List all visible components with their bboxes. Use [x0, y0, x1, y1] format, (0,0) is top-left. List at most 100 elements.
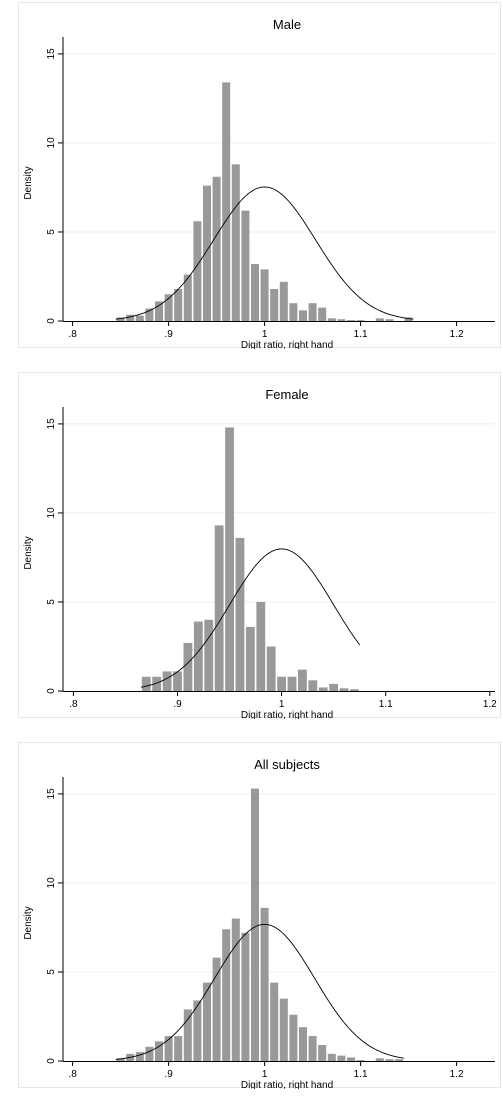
histogram-bar: [183, 1009, 192, 1061]
histogram-bar: [135, 315, 144, 321]
histogram-bar: [279, 998, 288, 1061]
x-tick-label: 1.1: [354, 1069, 368, 1080]
histogram-bar: [277, 676, 287, 691]
histogram-bar: [251, 264, 259, 321]
male-histogram-panel: Male 0 5 10 15 .8 .9 1 1.1 1.2 Density Digit ratio,…: [18, 2, 501, 349]
all-subjects-histogram-panel: All subjects 0 5 10 15 .8 .9 1 1.1 1.2 Density Digi…: [18, 742, 501, 1089]
histogram-bar: [225, 427, 234, 691]
histogram-bar: [375, 318, 384, 321]
histogram-bar: [256, 601, 266, 691]
histogram-bar: [193, 221, 202, 321]
histogram-bar: [299, 1027, 307, 1061]
histogram-svg: All subjects 0 5 10 15 .8 .9 1 1.1 1.2 Density Digi…: [23, 757, 495, 1089]
y-tick-label: 15: [46, 418, 57, 430]
histogram-bar: [235, 537, 245, 691]
histogram-bar: [356, 1060, 365, 1061]
histogram-bar: [135, 1052, 144, 1061]
chart-title: Male: [273, 17, 301, 32]
histogram-bar: [318, 307, 327, 321]
y-tick-label: 10: [46, 507, 57, 519]
histogram-bar: [231, 164, 240, 321]
histogram-bar: [385, 1059, 394, 1061]
histogram-bar: [164, 294, 173, 321]
histogram-bar: [375, 1058, 384, 1061]
histogram-bar: [347, 320, 355, 321]
x-tick-label: 1: [262, 1069, 268, 1080]
histogram-bar: [327, 1053, 336, 1061]
y-axis-label: Density: [23, 536, 34, 569]
x-axis-label: Digit ratio, right hand: [241, 710, 333, 719]
histogram-bar: [337, 319, 346, 321]
histogram-svg: Female 0 5 10 15 .8 .9 1 1.1 1.2 Density Digit rati…: [23, 387, 497, 719]
chart-title: Female: [265, 387, 308, 402]
histogram-bar: [289, 303, 298, 321]
histogram-bar: [241, 932, 250, 1061]
histogram-bar: [318, 687, 328, 691]
histogram-bar: [318, 1044, 327, 1061]
histogram-bar: [308, 680, 318, 691]
normal-density-curve: [115, 923, 404, 1060]
y-tick-label: 15: [46, 788, 57, 800]
histogram-bar: [329, 683, 339, 691]
histogram-bar: [126, 314, 135, 321]
y-tick-label: 0: [46, 318, 57, 324]
histogram-bar: [141, 676, 151, 691]
histogram-bar: [183, 642, 193, 691]
x-tick-label: 1.2: [483, 699, 497, 710]
normal-density-curve: [140, 548, 361, 688]
chart-title: All subjects: [254, 757, 320, 772]
histogram-bar: [337, 1055, 346, 1061]
histogram-bar: [289, 1014, 298, 1061]
normal-density-curve: [115, 186, 414, 320]
histogram-bar: [204, 619, 214, 691]
y-tick-label: 5: [46, 599, 57, 605]
histogram-bar: [327, 318, 336, 321]
histogram-bar: [212, 957, 221, 1061]
y-tick-label: 0: [46, 688, 57, 694]
histogram-bar: [270, 288, 279, 321]
histogram-bar: [350, 689, 359, 691]
y-axis-label: Density: [23, 906, 34, 939]
histogram-bar: [279, 281, 288, 321]
histogram-bar: [385, 319, 394, 321]
y-tick-label: 10: [46, 877, 57, 889]
histogram-bar: [212, 176, 221, 321]
histogram-bar: [162, 671, 172, 691]
histogram-bar: [251, 788, 259, 1061]
histogram-bar: [356, 320, 365, 321]
histogram-svg: Male 0 5 10 15 .8 .9 1 1.1 1.2 Density Digit ratio,…: [23, 17, 495, 349]
x-tick-label: 1.2: [450, 1069, 464, 1080]
histogram-bar: [214, 525, 224, 691]
x-tick-label: .9: [164, 329, 173, 340]
y-tick-label: 5: [46, 969, 57, 975]
histogram-bar: [339, 688, 349, 691]
histogram-bar: [152, 676, 162, 691]
x-tick-label: 1.1: [379, 699, 393, 710]
histogram-bar: [173, 671, 182, 691]
female-histogram-panel: Female 0 5 10 15 .8 .9 1 1.1 1.2 Density Digit rati…: [18, 372, 501, 719]
histogram-bar: [193, 1000, 202, 1061]
y-tick-label: 0: [46, 1058, 57, 1064]
histogram-bar: [260, 269, 269, 321]
histogram-bar: [155, 301, 163, 321]
x-tick-label: .8: [69, 699, 78, 710]
x-tick-label: .9: [164, 1069, 173, 1080]
x-tick-label: .8: [68, 1069, 77, 1080]
histogram-bar: [241, 210, 250, 321]
histogram-bar: [183, 274, 192, 321]
x-tick-label: 1: [262, 329, 268, 340]
histogram-bar: [203, 185, 211, 321]
histogram-bar: [155, 1041, 163, 1061]
y-axis-label: Density: [23, 166, 34, 199]
histogram-bar: [395, 1059, 403, 1061]
x-axis-label: Digit ratio, right hand: [241, 1080, 333, 1089]
x-tick-label: 1.1: [354, 329, 368, 340]
histogram-bar: [174, 1036, 183, 1061]
histogram-bar: [298, 669, 307, 691]
histogram-bar: [174, 288, 183, 321]
x-tick-label: 1.2: [450, 329, 464, 340]
histogram-bar: [116, 1058, 125, 1061]
y-tick-label: 10: [46, 137, 57, 149]
histogram-bar: [193, 621, 203, 691]
histogram-bar: [164, 1036, 173, 1061]
